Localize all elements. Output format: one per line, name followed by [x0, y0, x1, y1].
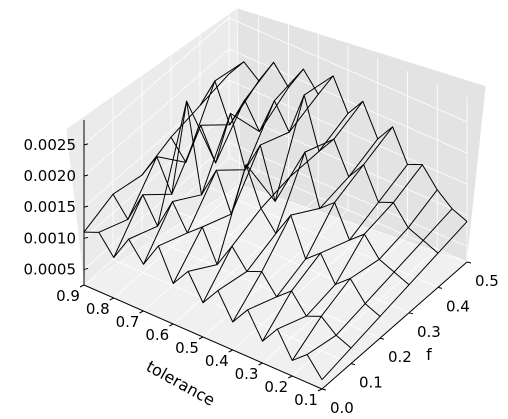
cross-line-tolerance-0.5: [202, 113, 349, 303]
cross-line-tolerance-0.9: [83, 73, 230, 233]
z-tick-label: 0.0015: [24, 198, 77, 216]
cross-line-tolerance-0.75: [128, 62, 275, 240]
z-tick-label: 0.0005: [24, 260, 77, 278]
y-tick: [408, 312, 414, 315]
floor-grid-line: [113, 170, 260, 299]
cross-line-tolerance-0.25: [277, 164, 423, 330]
cross-line-tolerance-0.15: [306, 208, 453, 355]
wall-grid-line: [83, 110, 468, 239]
x-tick: [169, 323, 174, 327]
x-tick-label: 0.2: [264, 378, 288, 396]
cross-line-tolerance-0.65: [158, 68, 304, 247]
y-tick: [379, 337, 385, 340]
cross-line-tolerance-0.3: [262, 164, 408, 342]
z-tick-label: 0.0025: [24, 136, 77, 154]
x-tick: [198, 336, 204, 340]
cross-line-tolerance-0.4: [232, 138, 379, 323]
z-tick: [83, 174, 89, 177]
y-tick-label: 0.5: [475, 272, 499, 290]
wall-grid-line: [83, 79, 468, 208]
floor-grid-line: [202, 209, 349, 338]
x-tick: [139, 310, 144, 314]
x-tick-label: 0.6: [145, 326, 169, 344]
axes: 0.9 0.8 0.7 0.6 0.5 0.4 0.3 0.2 0.1 0.0 0.1 0.2 0.3 0…: [24, 120, 499, 417]
z-tick-label: 0.0020: [24, 167, 77, 185]
cross-line-tolerance-0.8: [113, 80, 260, 258]
y-tick: [350, 363, 356, 366]
x-tick-label: 0.4: [205, 352, 229, 370]
wall-grid-line: [83, 17, 468, 146]
y-tick: [437, 286, 443, 289]
cross-line-tolerance-0.1: [321, 221, 468, 380]
z-tick: [83, 236, 89, 239]
x-tick: [79, 284, 85, 288]
x-tick: [288, 375, 293, 379]
cross-line-tolerance-0.85: [98, 61, 245, 233]
floor-grid-line: [262, 235, 408, 364]
wall-grid-line: [83, 48, 468, 177]
z-tick-label: 0.0010: [24, 229, 77, 247]
y-axis-title: f: [426, 345, 432, 364]
y-tick-label: 0.0: [330, 399, 354, 417]
cross-line-tolerance-0.35: [247, 126, 394, 311]
z-tick: [83, 143, 89, 146]
x-tick: [317, 388, 323, 392]
x-tick-label: 0.8: [86, 300, 110, 318]
y-axis-line: [321, 261, 468, 390]
x-tick: [228, 349, 233, 353]
y-tick-label: 0.1: [359, 374, 383, 392]
x-tick-label: 0.9: [56, 287, 80, 305]
floor-grid-line: [291, 248, 438, 377]
x-tick-label: 0.3: [235, 365, 259, 383]
y-tick: [321, 388, 327, 391]
x-tick: [109, 297, 114, 301]
z-tick: [83, 205, 89, 208]
floor-grid-line: [172, 196, 319, 325]
cross-line-tolerance-0.55: [188, 75, 334, 272]
cross-line-tolerance-0.45: [217, 101, 364, 291]
cross-line-tolerance-0.6: [172, 93, 319, 284]
y-tick-label: 0.4: [446, 297, 470, 315]
wall-grid-line: [83, 141, 468, 270]
z-tick: [83, 267, 89, 270]
y-tick-label: 0.2: [388, 348, 412, 366]
y-tick-label: 0.3: [417, 323, 441, 341]
x-tick-label: 0.7: [116, 313, 140, 331]
x-tick-label: 0.1: [294, 391, 318, 409]
floor-grid-line: [83, 157, 230, 286]
cross-line-tolerance-0.2: [291, 189, 438, 361]
grid-lines: [83, 0, 468, 390]
x-tick-label: 0.5: [175, 339, 199, 357]
y-tick: [466, 261, 472, 264]
wireframe-surface: [83, 61, 468, 380]
x-tick: [258, 362, 263, 366]
